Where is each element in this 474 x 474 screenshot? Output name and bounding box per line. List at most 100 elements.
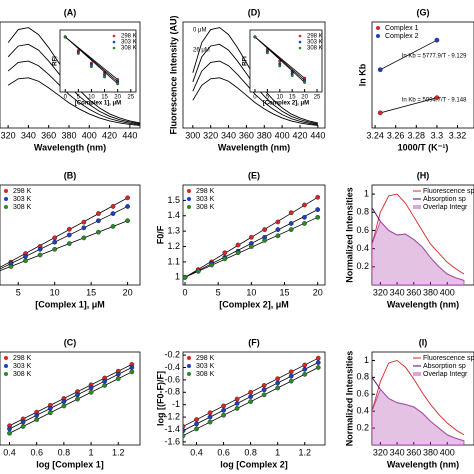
legend-swatch xyxy=(187,189,191,193)
point xyxy=(207,419,213,425)
legend-label: 303 K xyxy=(196,363,215,370)
point xyxy=(278,64,282,68)
fit-line xyxy=(0,206,128,270)
legend-label: 308 K xyxy=(121,46,137,52)
legend-label: 308 K xyxy=(13,371,32,378)
y-tick-label: -1.6 xyxy=(164,436,180,446)
panel: 3.24 3.26 3.28 3.3 3.32 (G) 1000/T (K⁻¹) ln Kb C… xyxy=(357,7,474,152)
plot-content xyxy=(0,195,130,272)
panel: 320 340 360 380 400 0.2 0.4 0.6 0.8 1 (I) Wavelengt… xyxy=(344,337,474,469)
point xyxy=(302,214,307,220)
legend-label: Absorption sp xyxy=(423,196,466,203)
x-tick-label: 3.32 xyxy=(449,130,467,140)
plot-content xyxy=(372,359,465,445)
legend-label: 298 K xyxy=(13,355,32,362)
point xyxy=(253,35,257,39)
legend-label: 303 K xyxy=(307,40,323,46)
x-tick-label: 3.26 xyxy=(387,130,405,140)
point xyxy=(88,389,94,395)
x-tick-label: 15 xyxy=(86,287,96,297)
fit-line xyxy=(9,371,133,434)
plot-frame xyxy=(249,29,323,93)
legend-label: 308 K xyxy=(307,46,323,52)
point xyxy=(207,414,213,420)
point xyxy=(222,250,228,256)
point xyxy=(115,376,121,382)
x-tick-label: 360 xyxy=(406,287,421,297)
point xyxy=(302,221,307,226)
x-tick-label: 340 xyxy=(21,130,36,140)
legend-swatch xyxy=(187,372,191,376)
x-tick-label: 3.24 xyxy=(366,130,384,140)
legend-swatch xyxy=(4,197,8,201)
point xyxy=(47,406,53,411)
point xyxy=(115,371,121,377)
y-tick-label: -0.6 xyxy=(164,374,180,384)
y-tick-label: 1.1 xyxy=(167,256,180,266)
plot-content xyxy=(372,193,465,285)
x-axis-label: log [Complex 1] xyxy=(36,459,104,469)
fit-line xyxy=(380,39,438,71)
panel-title: (G) xyxy=(417,7,430,17)
x-tick-label: 360 xyxy=(41,130,56,140)
x-tick-label: 0.6 xyxy=(217,447,230,457)
point xyxy=(222,256,228,262)
panel: 0.4 0.6 0.8 1 1.2 -1.6 -1.4 -1.2 -1 -0.8 -0.6 -0.4 -… xyxy=(155,337,326,469)
fit-line xyxy=(380,97,438,114)
point xyxy=(275,219,281,225)
point xyxy=(265,51,269,55)
fit-line xyxy=(254,36,305,83)
point xyxy=(76,51,80,55)
point xyxy=(315,365,321,370)
x-tick-label: 15 xyxy=(101,95,108,101)
annotation: ln Kb = 5994.7/T - 9.148 xyxy=(402,98,467,104)
y-axis-label: Normalized Intensities xyxy=(344,351,354,447)
point xyxy=(116,82,120,86)
legend-swatch xyxy=(298,40,302,44)
point xyxy=(102,383,108,388)
y-tick-label: 1 xyxy=(175,272,180,282)
plot-frame xyxy=(182,184,326,286)
point xyxy=(129,365,135,370)
area xyxy=(372,388,465,445)
legend-label: 298 K xyxy=(196,188,215,195)
x-tick-label: 15 xyxy=(289,95,296,101)
panel-title: (D) xyxy=(248,7,261,17)
point xyxy=(315,360,321,365)
legend-swatch xyxy=(187,197,191,201)
plot-content xyxy=(253,35,307,84)
point xyxy=(81,235,87,241)
point xyxy=(434,37,440,43)
curve xyxy=(7,60,140,126)
point xyxy=(248,244,254,249)
x-tick-label: 440 xyxy=(122,130,137,140)
y-tick-label: -0.4 xyxy=(164,362,180,372)
point xyxy=(221,412,226,418)
point xyxy=(302,362,308,368)
point xyxy=(275,385,281,391)
point xyxy=(183,424,186,429)
y-tick-label: 1.3 xyxy=(167,226,180,236)
y-tick-label: 1.2 xyxy=(167,241,180,251)
point xyxy=(66,232,72,238)
curve xyxy=(372,193,465,275)
point xyxy=(194,417,199,422)
curve xyxy=(7,77,140,126)
x-tick-label: 400 xyxy=(440,287,455,297)
legend-label: 308 K xyxy=(196,371,215,378)
x-axis-label: Wavelength (nm) xyxy=(387,299,459,309)
x-tick-label: 15 xyxy=(280,287,290,297)
x-axis-label: [Complex 2], μM xyxy=(263,101,309,107)
point xyxy=(261,387,267,393)
x-tick-label: 10 xyxy=(276,95,283,101)
legend-label: 308 K xyxy=(196,204,215,211)
y-tick-label: 0.8 xyxy=(356,207,369,217)
point xyxy=(288,373,294,379)
point xyxy=(248,389,253,395)
point xyxy=(129,369,135,375)
point xyxy=(20,419,26,425)
plot-content xyxy=(183,355,321,439)
point xyxy=(288,378,294,384)
legend-swatch xyxy=(4,364,8,368)
